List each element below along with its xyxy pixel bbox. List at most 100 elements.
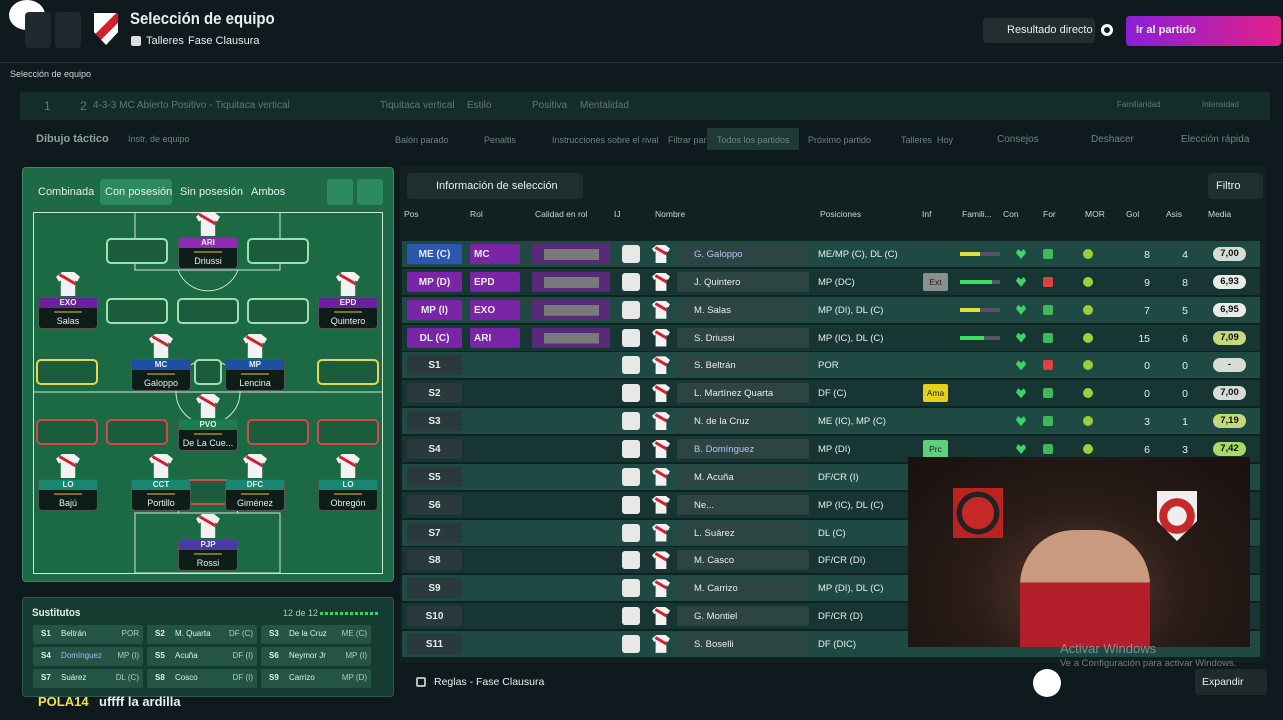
filter[interactable]: Todos los partidos [717, 135, 790, 145]
ij-button[interactable] [622, 579, 640, 598]
column-header[interactable]: Pos [404, 209, 419, 219]
empty-slot plus[interactable] [247, 298, 309, 324]
ij-button[interactable] [622, 245, 640, 263]
row-name[interactable]: M. Carrizo [694, 583, 738, 595]
sub-row[interactable] [147, 625, 257, 644]
ij-button[interactable] [622, 384, 640, 403]
player-name[interactable]: Rossi [196, 558, 220, 568]
column-header[interactable]: MOR [1085, 209, 1105, 219]
toolbar-item[interactable]: Instrucciones sobre el rival [552, 135, 659, 145]
name-box[interactable] [677, 438, 809, 459]
player-name[interactable]: Quintero [330, 316, 366, 326]
name-box[interactable] [677, 606, 809, 627]
name-box[interactable] [677, 522, 809, 543]
name-box[interactable] [677, 411, 809, 432]
toolbar-item[interactable]: Balón parado [395, 135, 449, 145]
name-box[interactable] [677, 299, 809, 320]
row-name[interactable]: Ne... [694, 499, 715, 511]
row-name[interactable]: S. Driussi [694, 332, 735, 344]
filter-box[interactable] [1208, 173, 1263, 199]
action[interactable]: Consejos [997, 134, 1039, 145]
toolbar-item[interactable]: Penaltis [484, 135, 517, 145]
sub-row[interactable] [261, 647, 371, 666]
column-header[interactable]: IJ [614, 209, 621, 219]
info-button[interactable]: Información de selección [436, 180, 558, 192]
column-header[interactable]: Nombre [655, 209, 686, 219]
row-name[interactable]: J. Quintero [694, 276, 741, 288]
action[interactable]: Deshacer [1091, 134, 1134, 145]
sub-row[interactable] [261, 625, 371, 644]
name-box[interactable] [677, 271, 809, 292]
pitch-tab[interactable]: Sin posesión [180, 186, 243, 198]
filter[interactable]: Próximo partido [808, 135, 872, 145]
row-name[interactable]: B. Domínguez [694, 443, 755, 455]
ij-button[interactable] [622, 634, 640, 653]
name-box[interactable] [677, 244, 809, 264]
empty-slot plus[interactable] [106, 419, 168, 445]
empty-slot plus[interactable] [106, 238, 168, 264]
column-header[interactable]: Famili... [962, 209, 992, 219]
action[interactable]: Elección rápida [1181, 134, 1250, 145]
row-name[interactable]: S. Boselli [694, 638, 734, 650]
row-name[interactable]: M. Salas [694, 304, 731, 316]
name-box[interactable] [677, 383, 809, 404]
play-box[interactable] [1126, 16, 1281, 46]
ij-button[interactable] [622, 607, 640, 626]
empty-slot plus[interactable] [317, 419, 379, 445]
pitch-btn[interactable] [327, 179, 353, 205]
back-button[interactable] [25, 12, 51, 48]
player-name[interactable]: Bajú [58, 498, 77, 508]
settings[interactable] [1101, 24, 1113, 36]
ij-button[interactable] [622, 495, 640, 514]
player-name[interactable]: Driussi [194, 256, 222, 266]
row-name[interactable]: S. Beltrán [694, 360, 736, 372]
empty-slot plus[interactable] [177, 298, 239, 324]
filter-button[interactable]: Filtro [1216, 180, 1241, 192]
sub-row[interactable] [147, 669, 257, 688]
live-button[interactable]: Resultado directo [1007, 24, 1093, 36]
table-row[interactable] [402, 408, 1260, 435]
empty-slot plus[interactable] [247, 419, 309, 445]
pitch-tab[interactable]: Con posesión [105, 186, 173, 198]
name-box[interactable] [677, 466, 809, 487]
pitch-btn[interactable] [357, 179, 383, 205]
ij-button[interactable] [622, 272, 640, 291]
player-name[interactable]: Obregón [330, 498, 366, 508]
empty-slot plus[interactable] [36, 419, 98, 445]
sub-row[interactable] [261, 669, 371, 688]
sub-row[interactable] [147, 647, 257, 666]
tab[interactable]: Instr. de equipo [128, 134, 190, 144]
ij-button[interactable] [622, 439, 640, 458]
ij-button[interactable] [622, 467, 640, 486]
column-header[interactable]: Posiciones [820, 209, 862, 219]
column-header[interactable]: Media [1208, 209, 1232, 219]
name-box[interactable] [677, 494, 809, 515]
column-header[interactable]: Rol [470, 209, 483, 219]
row-name[interactable]: N. de la Cruz [694, 416, 750, 428]
table-row[interactable] [402, 380, 1260, 407]
pitch-tab-bg[interactable] [100, 179, 172, 205]
empty-slot plus[interactable] [247, 238, 309, 264]
column-header[interactable]: For [1043, 209, 1056, 219]
pitch-tab[interactable]: Ambos [251, 186, 286, 198]
ij-button[interactable] [622, 300, 640, 319]
tab[interactable]: Dibujo táctico [36, 133, 109, 145]
name-box[interactable] [677, 327, 809, 348]
name-box[interactable] [677, 355, 809, 376]
ij-button[interactable] [622, 523, 640, 542]
sub-row[interactable] [33, 669, 143, 688]
player-name[interactable]: Lencina [239, 378, 271, 388]
player-name[interactable]: Salas [56, 316, 80, 326]
info-box[interactable] [407, 173, 583, 199]
row-name[interactable]: G. Galoppo [694, 249, 743, 260]
empty-slot plus[interactable] [106, 298, 168, 324]
ij-button[interactable] [622, 551, 640, 570]
live-box[interactable] [983, 18, 1095, 43]
name-box[interactable] [677, 578, 809, 599]
player-name[interactable]: Portillo [147, 498, 175, 508]
row-name[interactable]: M. Casco [694, 555, 735, 567]
row-name[interactable]: L. Suárez [694, 527, 735, 539]
row-name[interactable]: L. Martínez Quarta [694, 388, 774, 400]
row-name[interactable]: M. Acuña [694, 471, 734, 483]
column-header[interactable]: Inf [922, 209, 932, 219]
